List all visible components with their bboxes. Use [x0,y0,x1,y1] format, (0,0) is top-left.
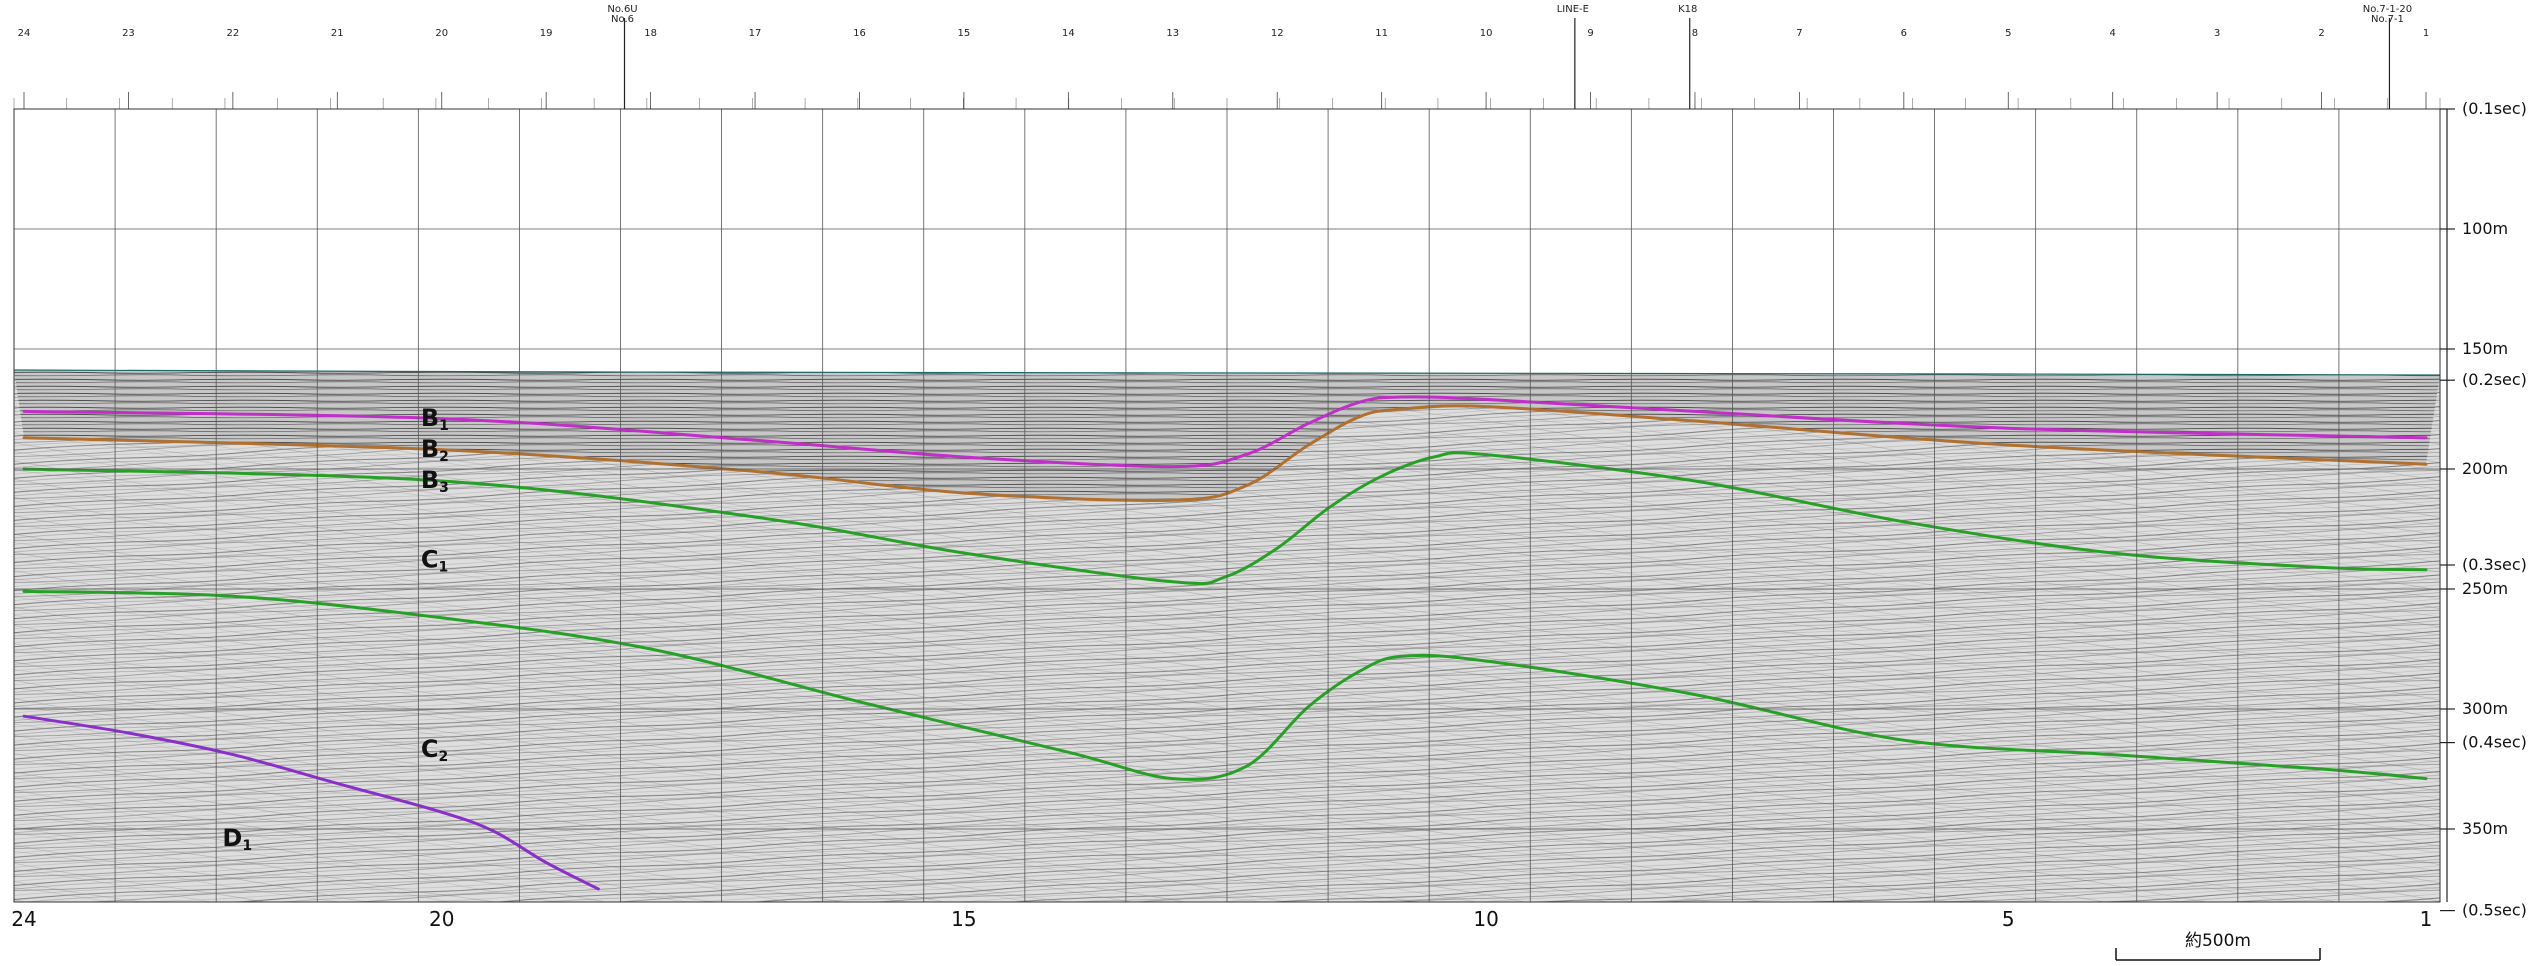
shot-point-label: 9 [1587,28,1593,39]
shot-point-label: 15 [958,28,971,39]
seabed-line [14,369,2440,376]
depth-label: (0.2sec) [2462,370,2527,389]
shot-point-label: 7 [1796,28,1802,39]
bottom-axis-label: 1 [2420,907,2433,931]
horizon-b1 [22,395,2428,469]
unit-label: B1 [421,404,449,434]
horizon-c2 [22,589,2428,781]
horizon-lines [22,395,2428,891]
depth-label: 200m [2462,459,2508,478]
depth-label: 250m [2462,579,2508,598]
shot-point-label: 5 [2005,28,2011,39]
shot-point-label: 22 [227,28,240,39]
marker-label: No.6 [611,14,634,25]
bottom-axis-label: 10 [1473,907,1498,931]
bottom-axis: 24 20 15 10 5 1 [11,907,2432,931]
marker-label: No.6U [607,4,637,15]
shot-point-minor-ticks [13,98,2441,109]
shot-point-label: 18 [644,28,657,39]
marker-label: K18 [1678,4,1697,15]
shot-point-label: 1 [2423,28,2429,39]
shot-point-label: 8 [1692,28,1698,39]
horizon-b2 [22,404,2428,502]
shot-point-label: 6 [1901,28,1907,39]
shot-point-label: 13 [1166,28,1179,39]
bottom-axis-label: 20 [429,907,454,931]
bottom-axis-label: 15 [951,907,976,931]
marker-label: No.7-1 [2371,14,2404,25]
marker-label: LINE-E [1557,4,1589,15]
shot-point-label: 17 [749,28,762,39]
marker-label: No.7-1-20 [2363,4,2412,15]
unit-label: D1 [222,824,252,854]
scale-bar-label: 約500m [2185,931,2251,951]
shot-point-label: 14 [1062,28,1075,39]
bottom-axis-label: 5 [2002,907,2015,931]
depth-label: 350m [2462,819,2508,838]
depth-label: (0.5sec) [2462,901,2527,920]
depth-label: 150m [2462,339,2508,358]
section-frame [13,108,2441,903]
depth-label: (0.4sec) [2462,733,2527,752]
shot-point-label: 10 [1480,28,1493,39]
shot-point-label: 19 [540,28,553,39]
shot-point-label: 21 [331,28,344,39]
shot-point-label: 16 [853,28,866,39]
shot-point-label: 24 [18,28,31,39]
depth-label: 100m [2462,219,2508,238]
depth-label: 300m [2462,699,2508,718]
shot-point-label: 4 [2110,28,2116,39]
shot-point-labels: 24 23 22 21 20 19 18 17 16 15 14 13 12 11 10 9 8 7 6 5 4 3 2 1 [18,28,2429,109]
depth-label: (0.3sec) [2462,555,2527,574]
depth-label: (0.1sec) [2462,99,2527,118]
scale-bar: 約500m [2115,931,2321,961]
depth-axis: (0.1sec) 100m 150m (0.2sec) 200m (0.3sec) 250m… [2440,99,2527,920]
bottom-axis-label: 24 [11,907,36,931]
shot-point-label: 3 [2214,28,2220,39]
shot-point-label: 23 [122,28,135,39]
shot-point-label: 2 [2318,28,2324,39]
shot-point-label: 12 [1271,28,1284,39]
shot-point-label: 11 [1375,28,1388,39]
shot-point-label: 20 [435,28,448,39]
horizon-c1 [22,451,2428,586]
horizon-d1 [22,714,600,891]
